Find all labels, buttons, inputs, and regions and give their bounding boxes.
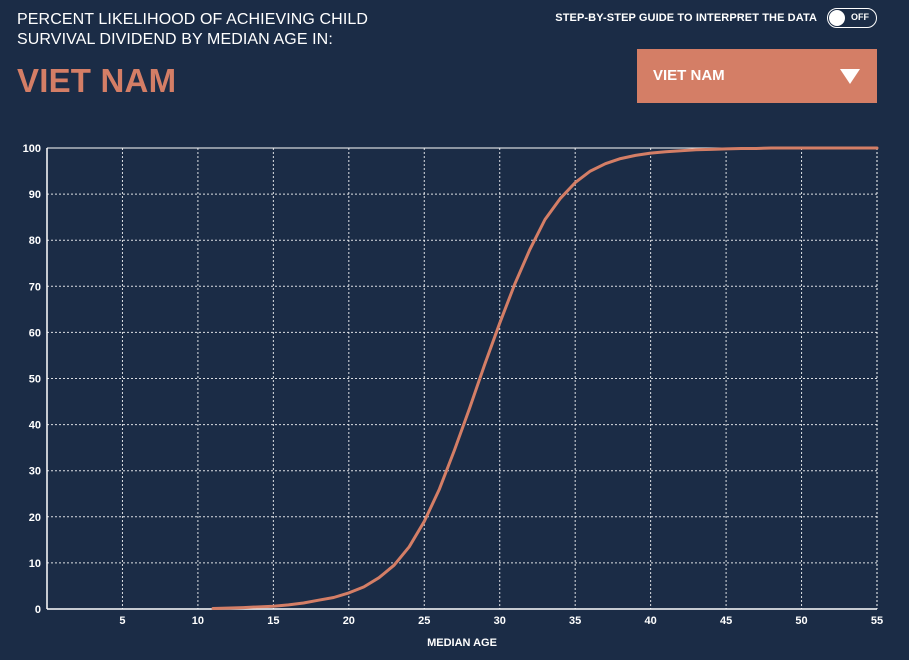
chart-title-line1: PERCENT LIKELIHOOD OF ACHIEVING CHILD xyxy=(17,11,369,28)
y-tick-label: 80 xyxy=(29,235,41,247)
chart-title: PERCENT LIKELIHOOD OF ACHIEVING CHILD SU… xyxy=(17,10,437,50)
dropdown-selected-value: VIET NAM xyxy=(653,67,725,84)
x-tick-label: 55 xyxy=(871,615,883,627)
x-tick-label: 40 xyxy=(645,615,657,627)
country-heading: VIET NAM xyxy=(17,62,177,99)
y-tick-label: 50 xyxy=(29,374,41,386)
y-tick-label: 0 xyxy=(35,604,41,616)
x-tick-label: 30 xyxy=(494,615,506,627)
y-tick-label: 40 xyxy=(29,420,41,432)
x-axis-title: MEDIAN AGE xyxy=(427,637,497,649)
x-tick-label: 35 xyxy=(569,615,581,627)
y-tick-label: 90 xyxy=(29,189,41,201)
y-tick-label: 30 xyxy=(29,466,41,478)
x-tick-label: 5 xyxy=(119,615,125,627)
y-tick-label: 20 xyxy=(29,512,41,524)
x-tick-label: 20 xyxy=(343,615,355,627)
y-tick-label: 70 xyxy=(29,281,41,293)
toggle-knob xyxy=(829,10,845,26)
chart-grid xyxy=(47,148,877,609)
chart-title-line2: SURVIVAL DIVIDEND BY MEDIAN AGE IN: xyxy=(17,31,333,48)
guide-toggle[interactable]: OFF xyxy=(827,8,877,28)
country-dropdown[interactable]: VIET NAM xyxy=(637,49,877,103)
guide-control: STEP-BY-STEP GUIDE TO INTERPRET THE DATA… xyxy=(555,8,877,28)
guide-label: STEP-BY-STEP GUIDE TO INTERPRET THE DATA xyxy=(555,12,817,24)
x-tick-label: 10 xyxy=(192,615,204,627)
likelihood-chart: 0 10 20 30 40 50 60 70 80 90 100 5 10 15 20 25 30 35 40 45 5… xyxy=(23,143,883,649)
chart-tick-labels: 0 10 20 30 40 50 60 70 80 90 100 5 10 15 20 25 30 35 40 45 5… xyxy=(23,143,883,627)
x-tick-label: 25 xyxy=(418,615,430,627)
toggle-state-label: OFF xyxy=(851,12,869,22)
x-tick-label: 45 xyxy=(720,615,732,627)
series-line xyxy=(211,146,879,610)
y-tick-label: 100 xyxy=(23,143,41,155)
x-tick-label: 15 xyxy=(267,615,279,627)
chart-axes xyxy=(46,147,878,610)
y-tick-label: 10 xyxy=(29,558,41,570)
y-tick-label: 60 xyxy=(29,327,41,339)
x-tick-label: 50 xyxy=(795,615,807,627)
chevron-down-icon[interactable] xyxy=(840,69,860,84)
chart-series xyxy=(211,146,879,610)
